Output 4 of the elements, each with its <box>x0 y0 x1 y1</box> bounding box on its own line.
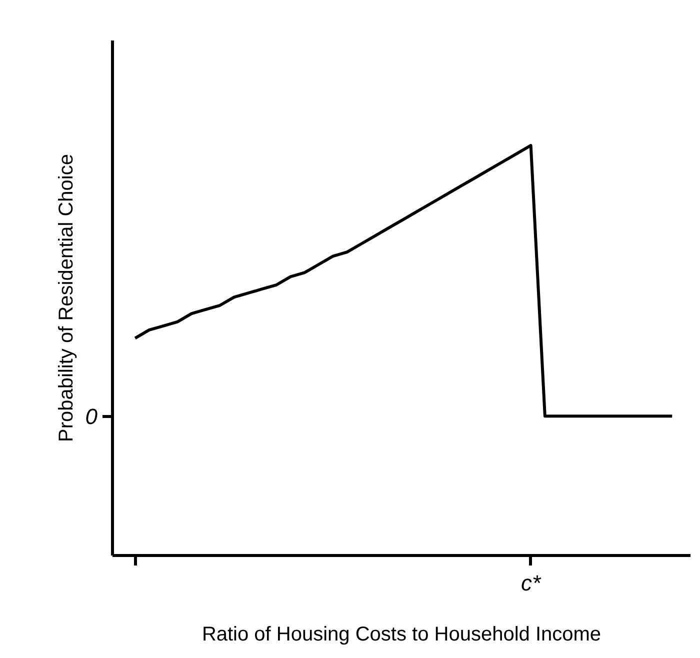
x-axis-title: Ratio of Housing Costs to Household Income <box>202 624 602 646</box>
text: 0 <box>85 404 98 430</box>
y-axis-title: Probability of Residential Choice <box>55 154 78 442</box>
text: c* <box>521 570 542 596</box>
